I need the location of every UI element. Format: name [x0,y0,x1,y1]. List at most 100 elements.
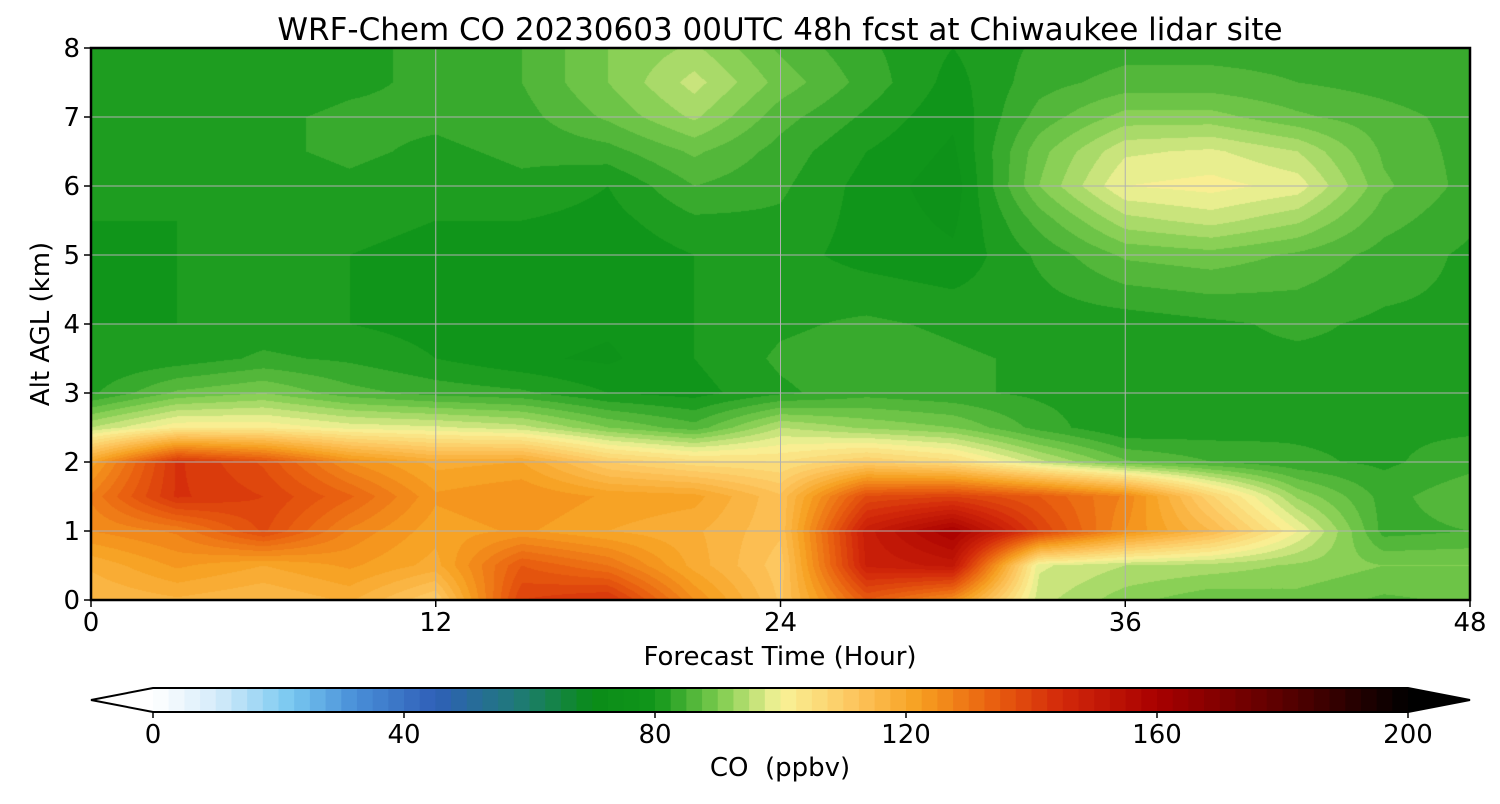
colorbar-tick-label: 80 [638,720,671,750]
colorbar-level [388,688,405,712]
colorbar-level [764,688,782,712]
chart-title: WRF-Chem CO 20230603 00UTC 48h fcst at C… [277,12,1282,48]
colorbar-level [1031,688,1048,712]
colorbar-level [1125,688,1142,712]
y-tick-label: 3 [63,379,80,409]
colorbar-label: CO (ppbv) [710,753,850,783]
colorbar-level [827,688,844,712]
colorbar-level [874,688,891,712]
colorbar-level [953,688,970,712]
colorbar-axis: 0 40 80 120 160 200 [145,712,1433,750]
colorbar-level [1078,688,1095,712]
colorbar-level [1392,688,1409,712]
x-tick-label: 36 [1109,608,1142,638]
colorbar-level [466,688,484,712]
colorbar-level [1047,688,1064,712]
colorbar-level [1094,688,1111,712]
colorbar-tick-label: 0 [145,720,162,750]
colorbar-level [356,688,374,712]
colorbar-level [215,688,233,712]
colorbar-level [153,688,170,712]
colorbar-level [1360,688,1378,712]
colorbar-level [294,688,311,712]
x-tick-label: 0 [83,608,100,638]
colorbar-level [184,688,201,712]
colorbar-level [639,688,656,712]
colorbar-level [906,688,923,712]
colorbar-level [168,688,185,712]
colorbar-level [1015,688,1033,712]
colorbar-level [749,688,766,712]
colorbar-level [717,688,735,712]
y-tick-label: 7 [63,103,80,133]
colorbar-level [513,688,531,712]
colorbar-level [498,688,515,712]
colorbar-level [1329,688,1346,712]
colorbar-level [921,688,938,712]
colorbar-level [780,688,797,712]
colorbar-level [858,688,876,712]
colorbar-level [1172,688,1189,712]
y-tick-label: 5 [63,241,80,271]
x-tick-label: 48 [1453,608,1486,638]
y-tick-label: 2 [63,448,80,478]
colorbar-tick-label: 120 [881,720,931,750]
colorbar-level [341,688,358,712]
colorbar-level [1235,688,1252,712]
colorbar-level [733,688,750,712]
colorbar-level [623,688,640,712]
colorbar-level [404,688,421,712]
colorbar-level [984,688,1001,712]
y-axis: 0 1 2 3 4 5 6 7 8 [63,34,91,616]
colorbar-extend-max [1408,688,1470,712]
colorbar-level [702,688,719,712]
colorbar-level [576,688,593,712]
colorbar-level [419,688,436,712]
x-axis-label: Forecast Time (Hour) [643,642,916,672]
colorbar-level [811,688,829,712]
y-tick-label: 1 [63,517,80,547]
y-axis-label: Alt AGL (km) [26,242,56,406]
colorbar-level [1282,688,1299,712]
colorbar-level [1266,688,1284,712]
colorbar-extend-min [91,688,153,712]
y-tick-label: 6 [63,172,80,202]
colorbar-level [278,688,295,712]
y-tick-label: 0 [63,586,80,616]
colorbar-level [686,688,703,712]
x-tick-label: 24 [764,608,797,638]
colorbar-tick-label: 40 [387,720,420,750]
colorbar-level [796,688,813,712]
colorbar-level [262,688,280,712]
colorbar-level [545,688,562,712]
colorbar-level [1376,688,1393,712]
colorbar-level [435,688,452,712]
colorbar-tick-label: 200 [1383,720,1433,750]
x-tick-label: 12 [419,608,452,638]
colorbar-level [1313,688,1331,712]
colorbar-level [1188,688,1205,712]
colorbar-level [968,688,986,712]
colorbar-level [1204,688,1221,712]
colorbar-level [1109,688,1127,712]
colorbar-level [451,688,468,712]
colorbar-level [1219,688,1237,712]
colorbar-level [1062,688,1080,712]
colorbar-tick-label: 160 [1132,720,1182,750]
colorbar-level [655,688,672,712]
y-tick-label: 8 [63,34,80,64]
plot-area [89,46,1472,602]
colorbar-level [1251,688,1268,712]
colorbar-level [607,688,625,712]
colorbar-level [1000,688,1017,712]
y-tick-label: 4 [63,310,80,340]
colorbar-level [231,688,248,712]
colorbar-level [482,688,499,712]
colorbar-level [592,688,609,712]
colorbar-level [843,688,860,712]
colorbar-level [890,688,907,712]
colorbar-level [325,688,342,712]
colorbar-level [1157,688,1174,712]
colorbar-level [309,688,327,712]
